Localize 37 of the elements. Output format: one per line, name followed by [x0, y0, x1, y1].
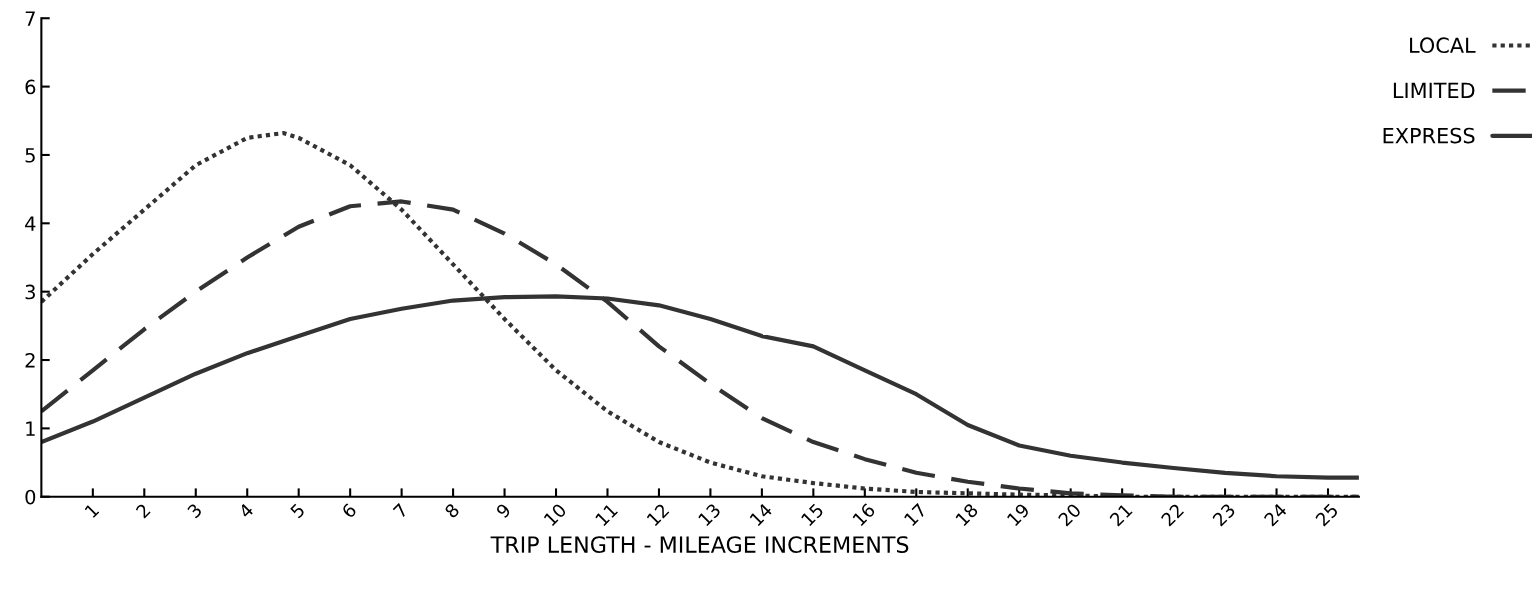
x-tick-label: 4	[238, 502, 255, 519]
legend-label: LIMITED	[1393, 82, 1475, 98]
x-tick-label: 12	[646, 503, 670, 527]
x-tick-label: 24	[1263, 502, 1288, 527]
x-tick-label: 11	[594, 503, 618, 527]
x-axis-title: TRIP LENGTH - MILEAGE INCREMENTS	[490, 536, 909, 553]
x-tick-label: 14	[749, 502, 773, 527]
x-tick-label: 5	[289, 503, 306, 519]
y-tick-label: 1	[26, 421, 35, 436]
x-tick-label: 10	[543, 502, 567, 527]
x-tick-label: 22	[1160, 503, 1184, 527]
y-tick-label: 7	[25, 11, 35, 26]
y-tick-label: 3	[25, 284, 35, 300]
x-tick-label: 17	[903, 503, 927, 527]
x-tick-label: 21	[1109, 503, 1133, 527]
x-tick-label: 16	[852, 502, 876, 527]
x-tick-label: 9	[495, 502, 512, 519]
x-tick-label: 23	[1211, 502, 1236, 527]
legend-label: EXPRESS	[1383, 127, 1475, 144]
y-tick-label: 0	[25, 489, 36, 505]
x-tick-label: 13	[697, 502, 722, 527]
x-tick-label: 15	[800, 503, 825, 527]
x-tick-label: 7	[392, 503, 409, 519]
x-tick-label: 8	[443, 502, 460, 519]
x-tick-label: 2	[135, 503, 151, 519]
legend-label: LOCAL	[1410, 37, 1476, 54]
y-tick-label: 2	[25, 352, 35, 368]
x-tick-label: 25	[1314, 502, 1339, 527]
y-tick-label: 4	[25, 216, 36, 231]
x-tick-label: 20	[1057, 502, 1082, 527]
x-tick-label: 3	[186, 502, 203, 519]
x-tick-label: 19	[1006, 502, 1031, 527]
x-tick-label: 1	[84, 503, 100, 519]
y-tick-label: 6	[25, 79, 36, 95]
y-tick-label: 5	[25, 148, 35, 163]
x-tick-label: 18	[955, 502, 979, 527]
x-tick-label: 6	[341, 502, 358, 519]
